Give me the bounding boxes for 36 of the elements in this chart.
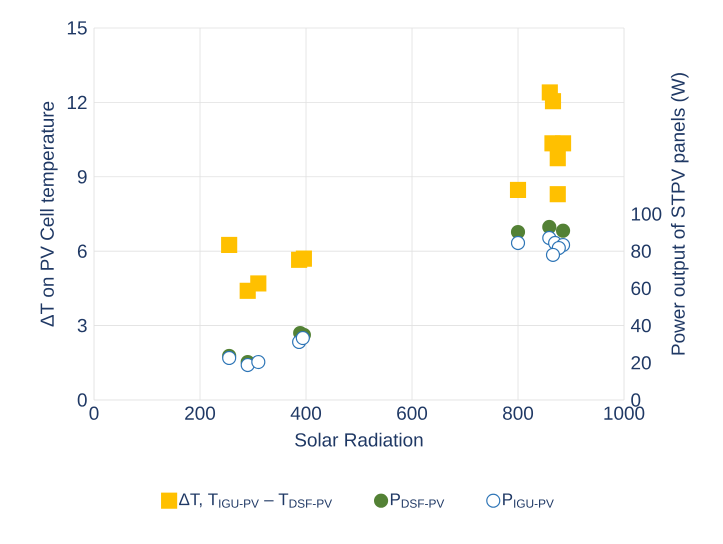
- point: [550, 150, 566, 166]
- y2-tick-label: 100: [632, 207, 662, 221]
- point: [544, 93, 562, 110]
- y2-tick-label: 20: [631, 356, 651, 370]
- point: [221, 236, 238, 254]
- x-tick-label: 800: [503, 406, 534, 420]
- point: [250, 275, 266, 292]
- y-tick-label: 0: [78, 393, 87, 407]
- x-tick-label: 200: [185, 406, 216, 420]
- point: [296, 250, 312, 267]
- point: [510, 182, 526, 198]
- x-tick-label: 600: [397, 406, 428, 420]
- x-tick-label: 1000: [604, 406, 644, 420]
- y-tick-label: 9: [78, 170, 87, 184]
- y2-tick-label: 80: [631, 244, 651, 258]
- y-tick-label: 15: [68, 21, 87, 35]
- point: [556, 224, 570, 238]
- y2-tick-label: 60: [631, 282, 651, 296]
- point: [554, 135, 572, 152]
- point: [296, 330, 310, 346]
- point: [222, 350, 236, 366]
- legend-label: P$_{DSF-PV}$: [390, 493, 444, 508]
- point: [240, 358, 255, 372]
- x-axis-title: Solar Radiation: [295, 432, 422, 447]
- y-tick-label: 3: [78, 318, 87, 332]
- y2-axis-title: Power output of STPV panels (W): [670, 73, 689, 354]
- point: [550, 186, 566, 202]
- y-tick-label: 12: [68, 96, 87, 109]
- legend-label: ΔT, T$_{IGU-PV}$ – T$_{DSF-PV}$: [179, 493, 332, 508]
- x-tick-label: 0: [89, 406, 99, 420]
- y2-tick-label: 40: [630, 318, 651, 332]
- y-axis-title: ΔT on PV Cell temperature: [40, 102, 58, 327]
- y-tick-label: 6: [78, 244, 87, 258]
- y2-tick-label: 0: [631, 393, 640, 407]
- x-tick-label: 400: [290, 406, 322, 420]
- legend-label: P$_{IGU-PV}$: [503, 493, 554, 508]
